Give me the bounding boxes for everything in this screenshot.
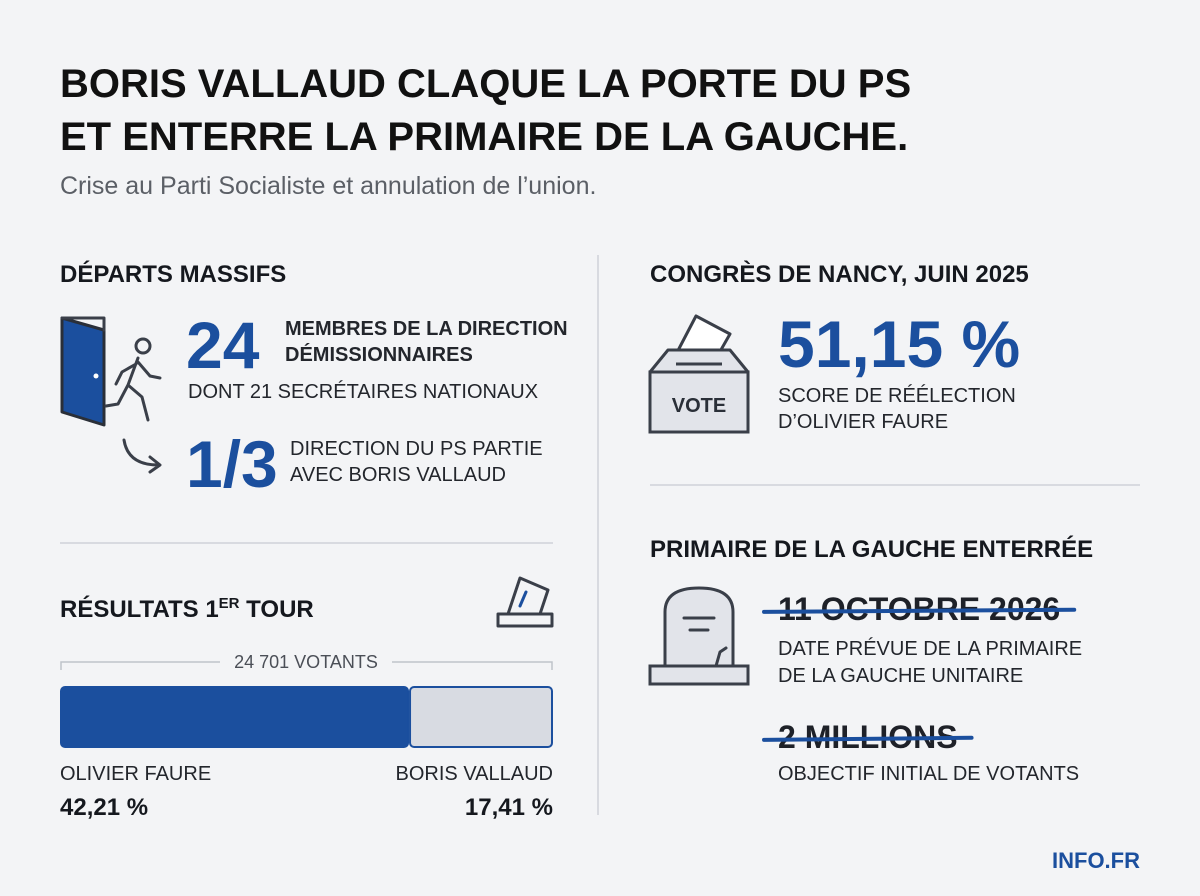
heading-part: RÉSULTATS 1 <box>60 595 219 623</box>
candidate-score: 17,41 % <box>465 794 553 821</box>
stat-text: DIRECTION DU PS PARTIE <box>290 438 543 460</box>
subtitle: Crise au Parti Socialiste et annulation … <box>60 172 596 200</box>
title: ET ENTERRE LA PRIMAIRE DE LA GAUCHE. <box>60 115 908 159</box>
section-heading: PRIMAIRE DE LA GAUCHE ENTERRÉE <box>650 535 1093 563</box>
stat-text: MEMBRES DE LA DIRECTION <box>285 318 568 340</box>
stat-text: DATE PRÉVUE DE LA PRIMAIRE <box>778 637 1082 660</box>
voters-label: 24 701 VOTANTS <box>234 652 378 672</box>
door-icon <box>60 316 162 427</box>
title: BORIS VALLAUD CLAQUE LA PORTE DU PS <box>60 62 911 106</box>
stat-text: DÉMISSIONNAIRES <box>285 343 473 366</box>
icon-label: VOTE <box>672 395 726 417</box>
section-heading: DÉPARTS MASSIFS <box>60 260 286 288</box>
candidate-name: BORIS VALLAUD <box>396 763 553 785</box>
stat-number: 51,15 % <box>778 307 1020 381</box>
results-bar <box>60 686 554 748</box>
stat-text: DE LA GAUCHE UNITAIRE <box>778 665 1023 687</box>
candidate-score: 42,21 % <box>60 794 148 821</box>
heading-superscript: ER <box>219 595 240 612</box>
arrow-icon <box>122 438 162 474</box>
bracket <box>60 661 553 670</box>
bar-segment <box>409 686 554 748</box>
strike-line <box>762 607 1077 614</box>
heading-part: TOUR <box>240 596 314 623</box>
footer-brand: INFO.FR <box>1052 848 1140 873</box>
stat-detail: DONT 21 SECRÉTAIRES NATIONAUX <box>188 380 538 403</box>
stat-number: 1/3 <box>186 427 278 501</box>
stat-text: SCORE DE RÉÉLECTION <box>778 384 1016 407</box>
stat-text: OBJECTIF INITIAL DE VOTANTS <box>778 763 1079 785</box>
ballot-box-icon: VOTE <box>648 314 750 434</box>
stat-text: AVEC BORIS VALLAUD <box>290 464 506 486</box>
candidate-name: OLIVIER FAURE <box>60 763 211 785</box>
section-heading: CONGRÈS DE NANCY, JUIN 2025 <box>650 260 1029 288</box>
tombstone-icon <box>648 586 750 686</box>
ballot-icon <box>496 576 554 628</box>
stat-number: 24 <box>186 308 260 382</box>
strike-line <box>762 735 974 742</box>
stat-text: D’OLIVIER FAURE <box>778 411 948 433</box>
bar-segment <box>60 686 410 748</box>
section-heading: RÉSULTATS 1ER TOUR <box>60 595 314 623</box>
